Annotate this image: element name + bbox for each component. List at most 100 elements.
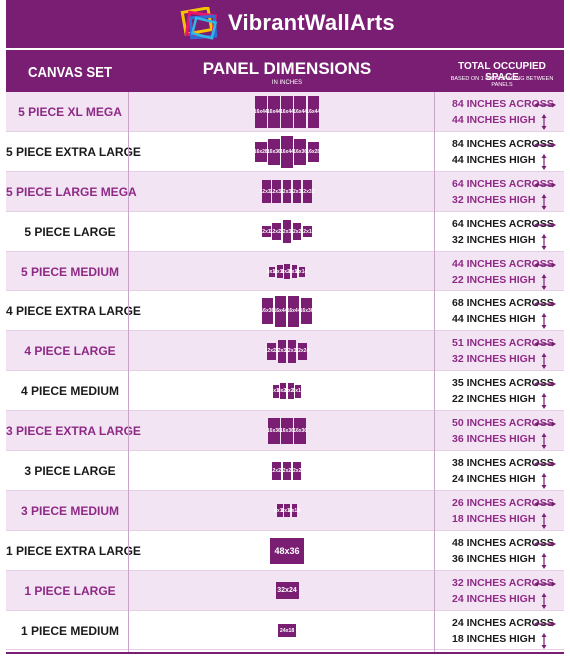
horizontal-arrow-icon <box>534 262 556 268</box>
height-high: 18 INCHES HIGH <box>452 512 536 525</box>
width-across: 35 INCHES ACROSS <box>452 377 554 390</box>
panel-group: 12x15 12x24 12x32 12x24 12x15 <box>134 212 440 252</box>
header-total-space-sub: BASED ON 1 INCH SPACING BETWEEN PANELS <box>450 76 554 88</box>
width-across: 24 INCHES ACROSS <box>452 616 554 629</box>
canvas-set-name: 5 PIECE MEDIUM <box>20 264 119 279</box>
occupied-space: 51 INCHES ACROSS 32 INCHES HIGH <box>440 331 564 371</box>
panel-box: 12x24 <box>290 462 304 480</box>
panel-box: 12x32 <box>280 220 294 244</box>
occupied-space: 26 INCHES ACROSS 18 INCHES HIGH <box>440 491 564 531</box>
width-across: 64 INCHES ACROSS <box>452 217 554 230</box>
panel-box: 12x24 <box>265 342 279 361</box>
height-high: 22 INCHES HIGH <box>452 393 536 406</box>
horizontal-arrow-icon <box>534 421 556 427</box>
panel-box: 12x15 <box>301 226 314 238</box>
panel-group: 8x18 8x22 8x22 8x18 <box>134 371 440 411</box>
height-high: 18 INCHES HIGH <box>452 632 536 645</box>
panel-box: 8x14 <box>267 266 278 277</box>
table-row: 5 PIECE LARGE MEGA 12x32 12x32 12x32 12x32 12… <box>6 171 564 212</box>
vertical-arrow-icon <box>541 273 547 290</box>
width-across: 64 INCHES ACROSS <box>452 177 554 190</box>
width-across: 26 INCHES ACROSS <box>452 496 554 509</box>
width-across: 32 INCHES ACROSS <box>452 576 554 589</box>
panel-box: 12x32 <box>285 339 299 363</box>
occupied-space: 68 INCHES ACROSS 44 INCHES HIGH <box>440 291 564 331</box>
panel-box: 12x24 <box>280 462 294 480</box>
header-canvas-set: CANVAS SET <box>27 64 113 81</box>
table-row: 4 PIECE MEDIUM 8x18 8x22 8x22 8x18 35 INCHES … <box>6 371 564 412</box>
panel-box: 8x14 <box>296 266 307 277</box>
vertical-arrow-icon <box>541 153 547 170</box>
canvas-set-name: 1 PIECE MEDIUM <box>20 623 119 638</box>
panel-box: 12x24 <box>270 223 284 241</box>
panel-box: 16x36 <box>300 298 314 325</box>
panel-box: 8x18 <box>289 504 300 518</box>
occupied-space: 84 INCHES ACROSS 44 INCHES HIGH <box>440 92 564 132</box>
occupied-space: 48 INCHES ACROSS 36 INCHES HIGH <box>440 531 564 571</box>
horizontal-arrow-icon <box>534 621 556 627</box>
panel-box: 12x24 <box>295 342 309 361</box>
panel-group: 12x24 12x32 12x32 12x24 <box>134 331 440 371</box>
vertical-arrow-icon <box>541 512 547 529</box>
panel-box: 16x44 <box>287 295 301 328</box>
width-across: 48 INCHES ACROSS <box>452 536 554 549</box>
panel-box: 24x18 <box>278 624 296 638</box>
vertical-arrow-icon <box>541 233 547 250</box>
panel-box: 8x18 <box>274 265 285 279</box>
vertical-arrow-icon <box>541 313 547 330</box>
canvas-set-name: 3 PIECE EXTRA LARGE <box>6 424 141 439</box>
panel-group: 48x36 <box>134 531 440 571</box>
table-row: 4 PIECE EXTRA LARGE 16x36 16x44 16x44 16x36 6… <box>6 291 564 332</box>
table-row: 5 PIECE MEDIUM 8x14 8x18 8x22 8x18 8x14 44 INC… <box>6 251 564 292</box>
horizontal-arrow-icon <box>534 461 556 467</box>
canvas-set-name: 5 PIECE LARGE <box>24 224 116 239</box>
horizontal-arrow-icon <box>534 182 556 188</box>
canvas-set-name: 1 PIECE LARGE <box>24 583 116 598</box>
occupied-space: 38 INCHES ACROSS 24 INCHES HIGH <box>440 451 564 491</box>
height-high: 32 INCHES HIGH <box>452 353 536 366</box>
panel-box: 16x44 <box>254 96 268 128</box>
panel-group: 8x18 8x18 8x18 <box>134 491 440 531</box>
vertical-arrow-icon <box>541 473 547 490</box>
canvas-set-name: 5 PIECE XL MEGA <box>18 105 122 119</box>
occupied-space: 64 INCHES ACROSS 32 INCHES HIGH <box>440 212 564 252</box>
table-header: CANVAS SET PANEL DIMENSIONS IN INCHES TO… <box>6 50 564 92</box>
panel-box: 48x36 <box>269 537 305 564</box>
panel-box: 16x36 <box>260 298 274 325</box>
occupied-space: 32 INCHES ACROSS 24 INCHES HIGH <box>440 571 564 611</box>
header-total-space: TOTAL OCCUPIED SPACE <box>458 61 546 83</box>
size-table: 5 PIECE XL MEGA 16x44 16x44 16x44 16x44 16x44… <box>6 92 564 652</box>
horizontal-arrow-icon <box>534 142 556 148</box>
horizontal-arrow-icon <box>534 102 556 108</box>
table-row: 3 PIECE EXTRA LARGE 16x36 16x36 16x36 50 INC… <box>6 411 564 452</box>
vertical-arrow-icon <box>541 193 547 210</box>
horizontal-arrow-icon <box>534 541 556 547</box>
horizontal-arrow-icon <box>534 581 556 587</box>
horizontal-arrow-icon <box>534 301 556 307</box>
panel-box: 16x44 <box>273 295 287 328</box>
panel-group: 12x24 12x24 12x24 <box>134 451 440 491</box>
panel-box: 8x18 <box>274 504 285 518</box>
panel-box: 16x44 <box>267 96 281 128</box>
panel-box: 16x36 <box>267 418 281 445</box>
panel-group: 16x36 16x44 16x44 16x36 <box>134 291 440 331</box>
column-divider <box>434 92 435 652</box>
horizontal-arrow-icon <box>534 501 556 507</box>
table-row: 5 PIECE LARGE 12x15 12x24 12x32 12x24 12x15 64… <box>6 212 564 252</box>
panel-box: 8x18 <box>293 384 304 398</box>
panel-box: 16x28 <box>306 141 320 162</box>
vertical-arrow-icon <box>541 393 547 410</box>
canvas-set-name: 5 PIECE EXTRA LARGE <box>6 144 141 159</box>
occupied-space: 35 INCHES ACROSS 22 INCHES HIGH <box>440 371 564 411</box>
height-high: 36 INCHES HIGH <box>452 552 536 565</box>
panel-box: 16x36 <box>280 418 294 445</box>
table-row: 5 PIECE XL MEGA 16x44 16x44 16x44 16x44 16x44… <box>6 92 564 132</box>
canvas-set-name: 4 PIECE MEDIUM <box>20 384 119 399</box>
width-across: 38 INCHES ACROSS <box>452 457 554 470</box>
width-across: 84 INCHES ACROSS <box>452 98 554 110</box>
panel-box: 8x18 <box>289 265 300 279</box>
panel-box: 8x22 <box>278 383 289 400</box>
height-high: 44 INCHES HIGH <box>452 313 536 326</box>
header-panel-dimensions-sub: IN INCHES <box>271 80 303 86</box>
